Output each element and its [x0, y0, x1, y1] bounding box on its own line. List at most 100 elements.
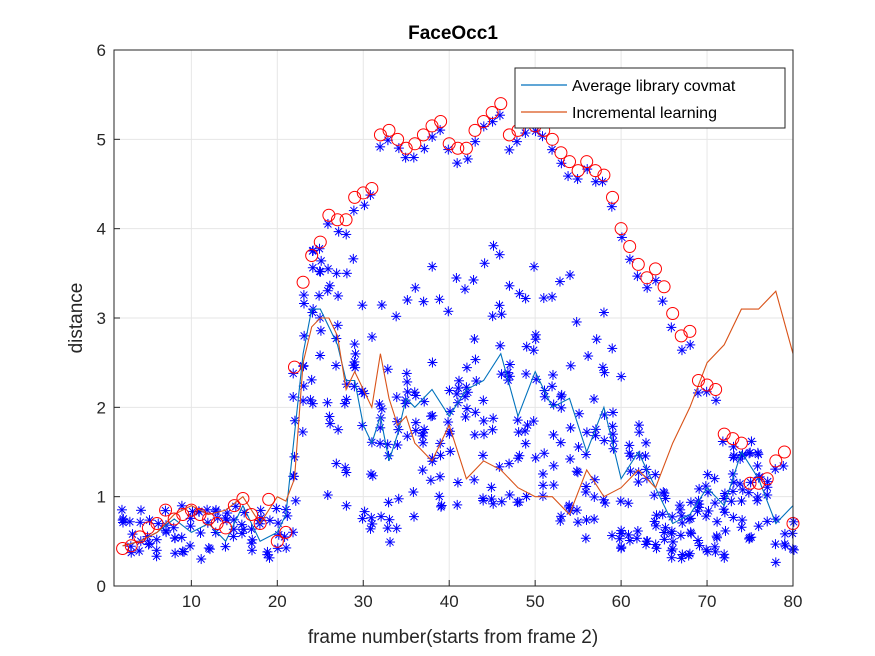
star-marker — [282, 510, 293, 521]
y-tick-label: 5 — [97, 130, 106, 149]
star-marker — [486, 494, 497, 505]
star-marker — [314, 243, 325, 254]
circle-marker — [717, 427, 731, 441]
star-marker — [288, 392, 299, 403]
circle-marker — [330, 213, 344, 227]
star-marker — [341, 229, 352, 240]
star-marker — [153, 518, 164, 529]
star-marker — [607, 343, 618, 354]
circle-marker — [459, 141, 473, 155]
star-marker — [487, 311, 498, 322]
circle-marker — [391, 132, 405, 146]
circle-marker — [373, 128, 387, 142]
star-marker — [598, 307, 609, 318]
star-marker — [366, 512, 377, 523]
star-marker — [556, 389, 567, 400]
star-marker — [616, 371, 627, 382]
star-marker — [709, 541, 720, 552]
circle-marker — [184, 503, 198, 517]
circle-marker — [571, 164, 585, 178]
series-line-1 — [122, 290, 794, 547]
star-marker — [666, 526, 677, 537]
star-marker — [735, 478, 746, 489]
star-marker — [393, 493, 404, 504]
star-marker — [307, 262, 318, 273]
star-marker — [246, 538, 257, 549]
star-marker — [657, 296, 668, 307]
star-marker — [504, 489, 515, 500]
star-marker — [298, 298, 309, 309]
star-marker — [402, 295, 413, 306]
star-marker — [264, 515, 275, 526]
star-marker — [736, 496, 747, 507]
star-marker — [410, 390, 421, 401]
y-tick-label: 6 — [97, 41, 106, 60]
star-marker — [349, 381, 360, 392]
star-marker — [417, 465, 428, 476]
star-marker — [753, 449, 764, 460]
star-marker — [391, 523, 402, 534]
chart-title: FaceOcc1 — [408, 23, 498, 44]
star-marker — [127, 529, 138, 540]
star-marker — [462, 153, 473, 164]
star-marker — [718, 504, 729, 515]
circle-marker — [313, 235, 327, 249]
scatter-circles — [116, 97, 800, 555]
star-marker — [488, 240, 499, 251]
star-marker — [581, 427, 592, 438]
star-marker — [436, 500, 447, 511]
star-marker — [410, 417, 421, 428]
star-marker — [494, 110, 505, 121]
star-marker — [322, 218, 333, 229]
star-marker — [391, 311, 402, 322]
star-marker — [322, 397, 333, 408]
star-marker — [341, 268, 352, 279]
circle-marker — [666, 307, 680, 321]
star-marker — [624, 535, 635, 546]
star-marker — [419, 143, 430, 154]
star-marker — [496, 309, 507, 320]
star-marker — [272, 543, 283, 554]
circle-marker — [674, 329, 688, 343]
star-marker — [512, 497, 523, 508]
circle-marker — [236, 491, 250, 505]
star-marker — [565, 270, 576, 281]
star-marker — [640, 437, 651, 448]
circle-marker — [640, 271, 654, 285]
star-marker — [728, 477, 739, 488]
star-marker — [548, 480, 559, 491]
star-marker — [547, 291, 558, 302]
star-marker — [547, 381, 558, 392]
star-marker — [571, 316, 582, 327]
star-marker — [703, 505, 714, 516]
star-marker — [427, 261, 438, 272]
scatter-stars — [116, 110, 799, 568]
star-marker — [571, 466, 582, 477]
star-marker — [660, 493, 671, 504]
star-marker — [709, 498, 720, 509]
star-marker — [571, 505, 582, 516]
circle-marker — [597, 168, 611, 182]
star-marker — [657, 509, 668, 520]
star-marker — [445, 446, 456, 457]
star-marker — [486, 482, 497, 493]
star-marker — [185, 540, 196, 551]
star-marker — [712, 516, 723, 527]
star-marker — [572, 517, 583, 528]
star-marker — [469, 474, 480, 485]
star-marker — [623, 498, 634, 509]
circle-marker — [494, 97, 508, 111]
star-marker — [408, 152, 419, 163]
star-marker — [331, 268, 342, 279]
star-marker — [599, 435, 610, 446]
star-marker — [598, 494, 609, 505]
star-marker — [444, 385, 455, 396]
circle-marker — [468, 123, 482, 137]
circle-marker — [545, 132, 559, 146]
star-marker — [521, 368, 532, 379]
x-axis-label: frame number(starts from frame 2) — [308, 627, 598, 648]
star-marker — [425, 411, 436, 422]
star-marker — [634, 427, 645, 438]
star-marker — [425, 475, 436, 486]
